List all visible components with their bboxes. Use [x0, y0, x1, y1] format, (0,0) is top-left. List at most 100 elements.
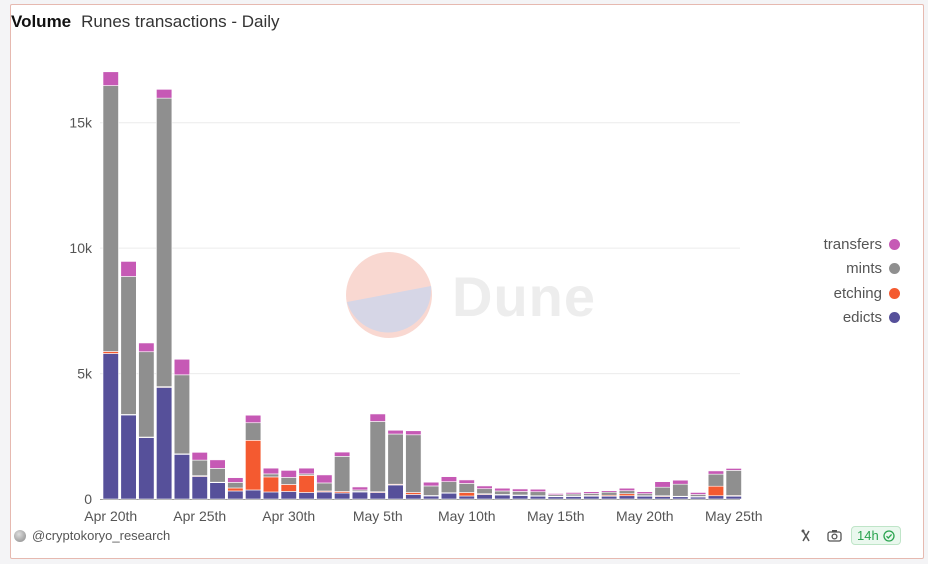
- camera-icon[interactable]: [823, 527, 845, 545]
- bar-segment-mints: [565, 493, 582, 497]
- legend-dot-edicts: [889, 312, 900, 324]
- bar-segment-transfers: [298, 467, 315, 475]
- legend-item-etching[interactable]: etching: [790, 281, 900, 306]
- bar-segment-transfers: [387, 429, 404, 435]
- bar-segment-edicts: [387, 484, 404, 500]
- bar-segment-edicts: [601, 495, 618, 500]
- bar-segment-edicts: [138, 437, 155, 500]
- bar-segment-edicts: [280, 491, 297, 500]
- bar-segment-edicts: [316, 491, 333, 500]
- bar-segment-mints: [262, 473, 280, 478]
- bar-segment-edicts: [191, 476, 208, 500]
- bar-segment-mints: [405, 434, 422, 493]
- bar-segment-edicts: [618, 495, 636, 500]
- bar-segment-mints: [512, 491, 529, 496]
- bar-segment-transfers: [209, 459, 226, 469]
- x-tick-label: Apr 20th: [84, 508, 137, 524]
- bar-segment-mints: [209, 468, 226, 483]
- legend-label: mints: [846, 260, 882, 278]
- bar-segment-transfers: [440, 476, 458, 482]
- bar-segment-etching: [298, 475, 315, 493]
- y-tick-label: 15k: [69, 115, 93, 131]
- bar-segment-mints: [191, 459, 208, 476]
- bar-segment-edicts: [173, 454, 190, 500]
- legend-item-mints[interactable]: mints: [790, 257, 900, 282]
- fork-icon[interactable]: [795, 527, 817, 545]
- chart-legend: transfers mints etching edicts: [790, 232, 900, 330]
- bar-segment-mints: [316, 482, 333, 492]
- bar-segment-transfers: [565, 492, 582, 495]
- refresh-badge[interactable]: 14h: [851, 526, 901, 545]
- bar-segment-transfers: [547, 493, 564, 496]
- bar-segment-mints: [440, 481, 458, 494]
- bar-segment-edicts: [423, 495, 440, 500]
- bar-segment-mints: [707, 473, 725, 487]
- bar-segment-etching: [227, 487, 244, 492]
- legend-dot-transfers: [889, 238, 900, 250]
- bar-segment-transfers: [191, 452, 208, 461]
- bar-segment-etching: [102, 351, 119, 354]
- bar-segment-mints: [280, 477, 297, 485]
- bar-segment-mints: [672, 483, 689, 497]
- bar-segment-mints: [423, 485, 440, 496]
- x-tick-label: May 20th: [616, 508, 674, 524]
- bar-segment-transfers: [707, 470, 725, 475]
- bar-segment-transfers: [316, 474, 333, 484]
- bar-segment-edicts: [512, 495, 529, 500]
- bar-segment-mints: [227, 482, 244, 489]
- chart-subtitle: Runes transactions - Daily: [81, 12, 280, 31]
- bar-segment-etching: [280, 484, 297, 492]
- bar-segment-mints: [138, 351, 155, 438]
- bar-segment-mints: [654, 486, 671, 497]
- bar-segment-transfers: [458, 479, 475, 484]
- bar-segment-edicts: [262, 491, 280, 500]
- legend-item-edicts[interactable]: edicts: [790, 306, 900, 331]
- bar-segment-transfers: [476, 485, 493, 490]
- legend-dot-mints: [889, 263, 900, 275]
- bar-segment-edicts: [565, 496, 582, 500]
- legend-dot-etching: [889, 287, 900, 299]
- bar-segment-transfers: [636, 491, 653, 495]
- x-tick-label: Apr 25th: [173, 508, 226, 524]
- bar-segment-etching: [618, 493, 636, 497]
- bar-segment-mints: [173, 374, 190, 455]
- bar-segment-transfers: [173, 358, 190, 376]
- bar-segment-edicts: [725, 495, 742, 500]
- bar-segment-transfers: [618, 487, 636, 492]
- bar-segment-etching: [405, 492, 422, 495]
- watermark-text: Dune: [452, 265, 596, 328]
- author-avatar: [14, 529, 26, 542]
- x-tick-label: May 10th: [438, 508, 496, 524]
- bar-segment-transfers: [672, 479, 689, 485]
- legend-label: etching: [833, 284, 882, 302]
- legend-item-transfers[interactable]: transfers: [790, 232, 900, 257]
- bar-segment-transfers: [245, 414, 262, 424]
- bar-segment-mints: [725, 470, 742, 496]
- bar-segment-transfers: [725, 468, 742, 471]
- bar-segment-transfers: [601, 490, 618, 493]
- bar-segment-edicts: [245, 489, 262, 500]
- check-circle-icon: [883, 529, 895, 542]
- bar-segment-transfers: [494, 487, 511, 492]
- bar-segment-transfers: [351, 486, 369, 491]
- bar-segment-edicts: [156, 387, 173, 500]
- bar-segment-edicts: [654, 496, 671, 500]
- bar-segment-edicts: [672, 496, 689, 500]
- bar-segment-transfers: [583, 491, 600, 494]
- bar-segment-edicts: [351, 491, 369, 500]
- bar-segment-etching: [458, 492, 475, 497]
- bar-segment-edicts: [529, 495, 547, 500]
- bar-segment-mints: [120, 276, 137, 415]
- bar-segment-transfers: [405, 430, 422, 436]
- bar-segment-transfers: [227, 477, 244, 483]
- y-tick-label: 5k: [77, 366, 93, 382]
- bar-segment-transfers: [156, 89, 173, 99]
- bar-segment-edicts: [547, 496, 564, 500]
- bar-segment-mints: [618, 490, 636, 495]
- bar-segment-transfers: [334, 451, 351, 457]
- y-tick-label: 0: [84, 491, 92, 507]
- bar-segment-mints: [245, 422, 262, 441]
- legend-label: edicts: [842, 309, 882, 327]
- chart-toolbar: 14h: [795, 526, 901, 545]
- author-link[interactable]: @cryptokoryo_research: [32, 528, 171, 543]
